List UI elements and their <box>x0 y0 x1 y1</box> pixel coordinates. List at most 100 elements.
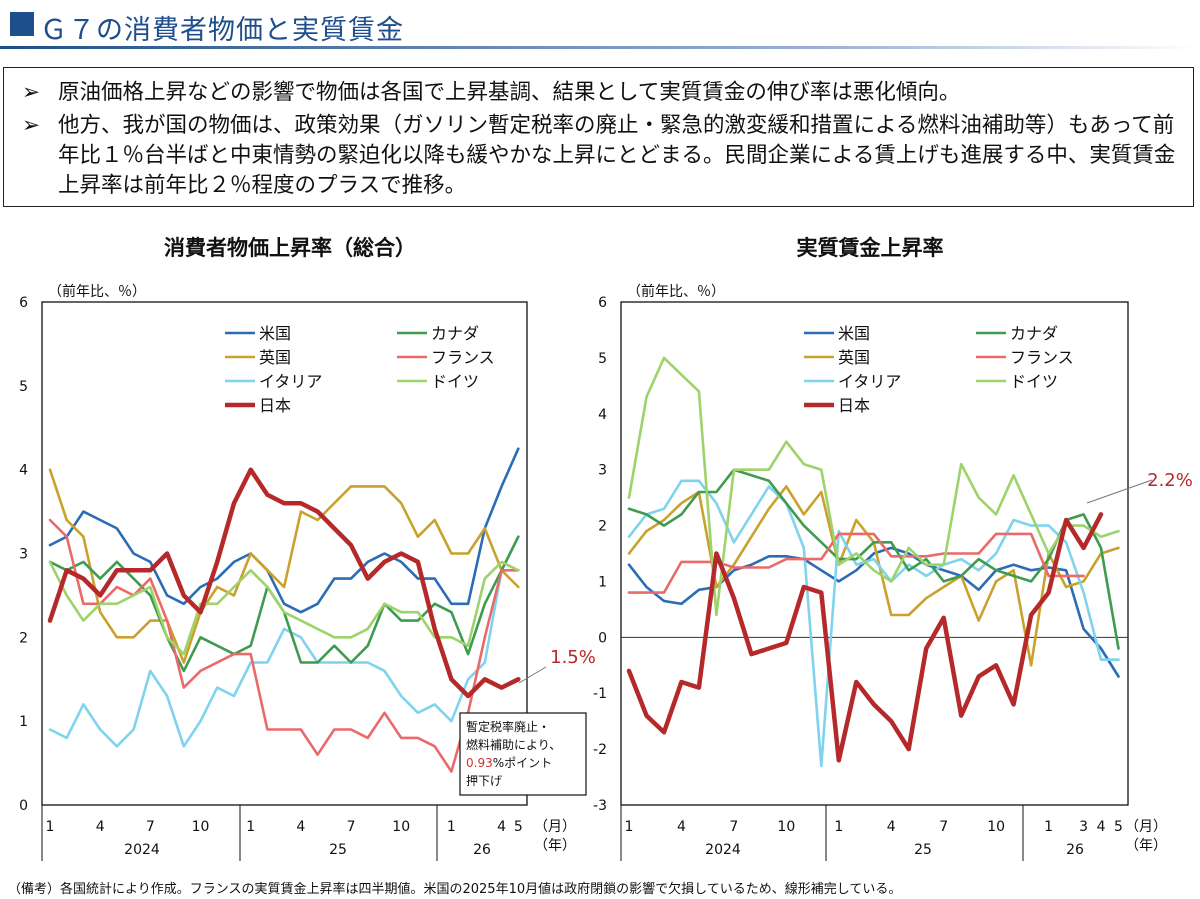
series-line <box>48 518 520 773</box>
year-label: 26 <box>473 842 491 858</box>
legend-label: フランス <box>1010 348 1074 367</box>
x-tick-label: 1 <box>834 819 843 835</box>
series-line <box>627 356 1120 617</box>
series-line <box>626 512 1104 763</box>
y-tick-label: -3 <box>593 798 607 814</box>
y-unit-label: （前年比、％） <box>48 283 146 300</box>
page-header: Ｇ７の消費者物価と実質賃金 <box>0 0 1200 50</box>
year-label: 26 <box>1066 842 1084 858</box>
y-tick-label: 2 <box>598 519 607 535</box>
x-year-unit: （年） <box>1125 838 1167 854</box>
y-tick-label: 5 <box>598 351 607 367</box>
legend-label: フランス <box>431 348 495 367</box>
plot-frame <box>41 301 528 806</box>
legend-label: カナダ <box>431 324 479 343</box>
plot-frame <box>620 301 1129 806</box>
x-tick-label: 5 <box>514 819 523 835</box>
summary-box: ➢ 原油価格上昇などの影響で物価は各国で上昇基調、結果として実質賃金の伸び率は悪… <box>3 67 1194 207</box>
x-tick-label: 1 <box>46 819 55 835</box>
x-tick-label: 4 <box>96 819 105 835</box>
x-tick-label: 7 <box>939 819 948 835</box>
series-line <box>48 560 520 656</box>
legend-label: イタリア <box>838 372 901 391</box>
year-label: 2024 <box>124 842 160 858</box>
x-tick-label: 4 <box>497 819 506 835</box>
series-line <box>627 532 1085 594</box>
y-tick-label: 1 <box>19 714 28 730</box>
x-tick-label: 4 <box>887 819 896 835</box>
legend-label: ドイツ <box>1010 372 1058 391</box>
y-tick-label: 4 <box>19 463 28 479</box>
x-tick-label: 4 <box>296 819 305 835</box>
x-tick-label: 7 <box>729 819 738 835</box>
callout-leader <box>1086 479 1153 504</box>
legend-label: 英国 <box>259 348 291 367</box>
chart-title: 消費者物価上昇率（総合） <box>164 236 416 260</box>
x-tick-label: 1 <box>246 819 255 835</box>
x-year-unit: （年） <box>534 838 576 854</box>
series-line <box>627 468 1120 650</box>
note-line: 押下げ <box>466 774 502 788</box>
x-tick-label: 3 <box>1079 819 1088 835</box>
y-tick-label: 1 <box>598 574 607 590</box>
x-tick-label: 10 <box>777 819 795 835</box>
callout-leader <box>518 666 547 684</box>
y-tick-label: 4 <box>598 407 607 423</box>
x-tick-label: 1 <box>447 819 456 835</box>
series-line <box>48 535 520 748</box>
x-tick-label: 4 <box>1097 819 1106 835</box>
y-tick-label: -1 <box>593 686 607 702</box>
legend-label: 米国 <box>259 324 291 343</box>
note-line: 燃料補助により、 <box>466 737 561 752</box>
x-tick-label: 5 <box>1114 819 1123 835</box>
x-tick-label: 7 <box>146 819 155 835</box>
note-line: 暫定税率廃止・ <box>466 719 550 734</box>
series-line <box>48 468 520 664</box>
legend-label: 日本 <box>838 396 870 415</box>
y-tick-label: 5 <box>19 379 28 395</box>
x-tick-label: 4 <box>677 819 686 835</box>
year-label: 2024 <box>705 842 741 858</box>
y-tick-label: 0 <box>598 630 607 646</box>
note-box <box>459 712 587 796</box>
summary-text-2: 他方、我が国の物価は、政策効果（ガソリン暫定税率の廃止・緊急的激変緩和措置による… <box>58 113 1176 198</box>
x-month-unit: （月） <box>534 819 576 835</box>
series-line <box>47 467 521 699</box>
title-square-icon <box>10 12 34 36</box>
title-rule <box>0 46 1200 49</box>
arrow-bullet-icon: ➢ <box>22 113 41 138</box>
chart-title: 実質賃金上昇率 <box>797 236 944 260</box>
legend-label: ドイツ <box>431 372 479 391</box>
y-tick-label: 0 <box>19 798 28 814</box>
x-tick-label: 10 <box>192 819 210 835</box>
x-tick-label: 1 <box>1044 819 1053 835</box>
y-tick-label: 6 <box>19 295 28 311</box>
note-line: 0.93%ポイント <box>466 756 552 770</box>
legend-label: カナダ <box>1010 324 1058 343</box>
summary-text-1: 原油価格上昇などの影響で物価は各国で上昇基調、結果として実質賃金の伸び率は悪化傾… <box>58 80 961 105</box>
year-label: 25 <box>914 842 932 858</box>
series-line <box>627 479 1120 768</box>
year-label: 25 <box>329 842 347 858</box>
x-tick-label: 7 <box>347 819 356 835</box>
y-tick-label: 2 <box>19 630 28 646</box>
note-text: %ポイント <box>493 756 552 770</box>
legend-label: 米国 <box>838 324 870 343</box>
y-tick-label: 3 <box>598 463 607 479</box>
callout-value: 2.2% <box>1147 470 1193 491</box>
callout-value: 1.5% <box>550 647 596 668</box>
legend-label: イタリア <box>259 372 322 391</box>
y-tick-label: 3 <box>19 547 28 563</box>
x-month-unit: （月） <box>1125 819 1167 835</box>
arrow-bullet-icon: ➢ <box>22 80 41 105</box>
series-line <box>48 447 520 614</box>
page-title: Ｇ７の消費者物価と実質賃金 <box>40 15 404 46</box>
footnote: （備考）各国統計により作成。フランスの実質賃金上昇率は四半期値。米国の2025年… <box>8 882 902 897</box>
y-tick-label: 6 <box>598 295 607 311</box>
y-unit-label: （前年比、％） <box>627 283 725 300</box>
legend-label: 日本 <box>259 396 291 415</box>
note-highlight: 0.93 <box>466 756 493 770</box>
y-tick-label: -2 <box>593 742 607 758</box>
